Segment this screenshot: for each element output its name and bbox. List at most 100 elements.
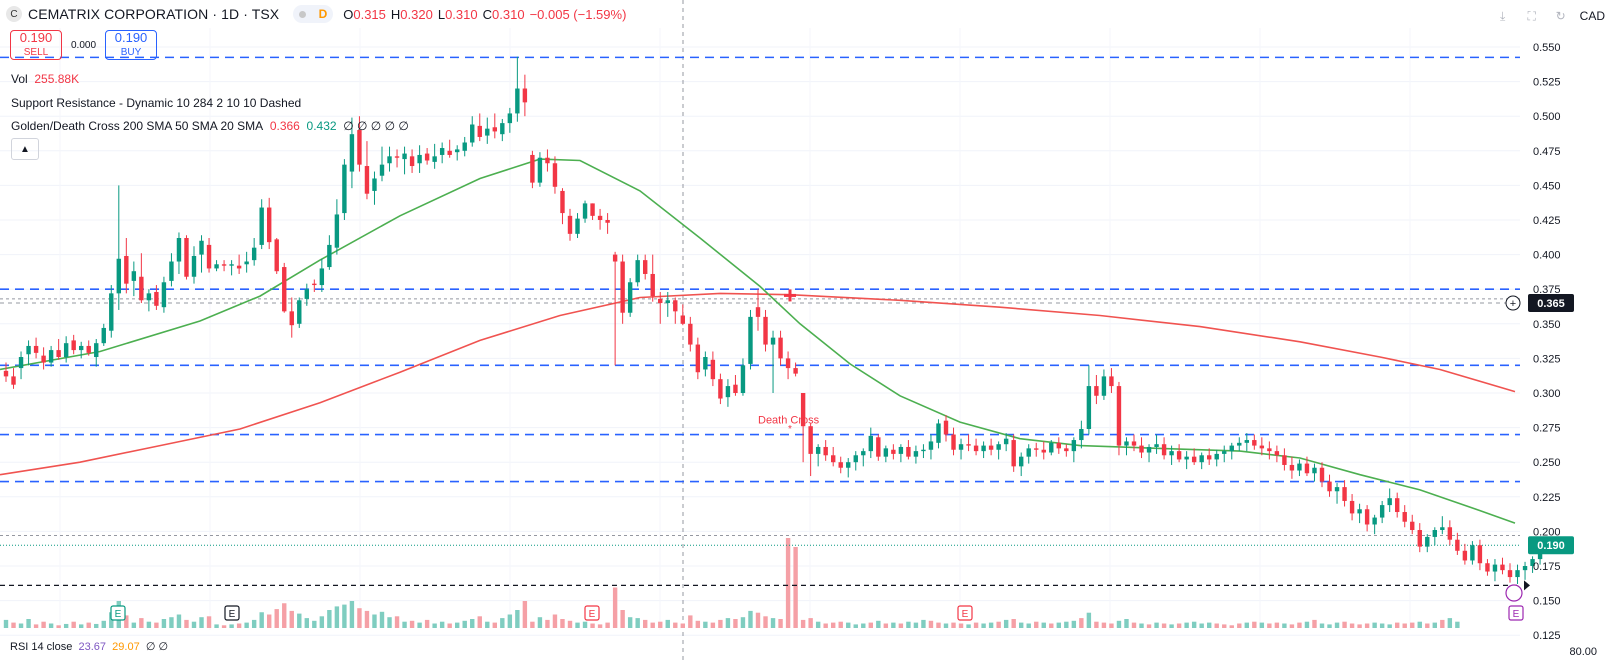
collapse-legend-button[interactable]: ▲ [11,138,39,160]
earnings-icon: E [110,605,126,621]
candle-body [590,203,595,216]
volume-bar [1034,621,1039,628]
candle-body [996,444,1001,450]
volume-bar [793,547,798,628]
candle-body [1530,559,1535,566]
buy-button[interactable]: 0.190 BUY [105,30,158,60]
volume-bar [11,622,16,628]
volume-bar [1395,622,1400,628]
candle-body [357,130,362,165]
candle-body [868,435,873,452]
candle-body [1086,386,1092,429]
volume-bar [755,612,761,628]
candle-body [312,283,317,286]
volume-bar [966,624,971,628]
volume-bar [612,587,618,628]
volume-bar [1349,623,1355,628]
candle-body [876,437,881,457]
legend-golden-death-cross[interactable]: Golden/Death Cross 200 SMA 50 SMA 20 SMA… [11,119,409,133]
volume-bar [1056,622,1061,628]
sr-label: Support Resistance - Dynamic 10 284 2 10… [11,96,302,110]
volume-bar [199,617,204,628]
price-axis-label: 0.200 [1533,526,1561,538]
candle-body [1064,448,1069,452]
candle-body [1357,509,1362,514]
candle-body [831,455,836,463]
volume-bar [522,601,528,628]
volume-bar [567,620,573,628]
symbol-title[interactable]: CEMATRIX CORPORATION · 1D · TSX [28,6,280,22]
candle-body [1319,467,1325,482]
sma50-line [0,158,1516,524]
candle-body [1034,448,1039,450]
price-axis-label: 0.150 [1533,596,1561,608]
volume-bar [41,621,46,628]
candle-body [1364,509,1370,525]
volume-bar [26,619,31,628]
volume-bar [1222,624,1227,628]
vol-label: Vol [11,72,28,86]
volume-bar [868,622,873,628]
candle-body [94,343,99,358]
death-cross-star: * [788,424,792,435]
volume-bar [251,619,257,628]
legend-volume[interactable]: Vol 255.88K [11,72,79,86]
volume-bar [597,624,603,628]
volume-bar [1387,624,1392,628]
volume-bar [1079,618,1084,628]
candle-body [627,282,633,313]
candle-body [229,264,234,266]
volume-bar [289,610,294,628]
candle-body [582,203,588,219]
candle-body [48,350,54,363]
volume-bar [921,619,926,628]
volume-bar [1116,620,1122,628]
candle-body [297,300,302,324]
rsi-legend[interactable]: RSI 14 close 23.67 29.07 ∅ ∅ [10,640,168,653]
refresh-icon[interactable]: ↻ [1555,9,1566,23]
volume-bar [94,623,99,628]
volume-bar [1312,619,1317,628]
volume-bar [1379,623,1385,628]
svg-text:E: E [1513,609,1520,620]
candle-body [1124,441,1129,446]
candle-body [191,255,197,277]
legend-support-resistance[interactable]: Support Resistance - Dynamic 10 284 2 10… [11,96,301,110]
volume-bar [883,623,889,628]
volume-bar [312,620,317,628]
volume-bar [673,622,678,628]
candle-body [319,268,325,286]
price-axis-label: 0.400 [1533,250,1561,262]
top-right-controls: ⤓ ⛶ ↻ CAD [1493,6,1605,26]
candle-body [116,258,121,294]
volume-bar [823,623,828,628]
volume-bar [785,538,791,628]
volume-bar [808,618,813,628]
volume-bar [891,622,896,628]
candle-body [251,247,257,261]
candle-body [364,166,370,194]
gdc-value-2: 0.432 [306,119,337,133]
candle-body [432,156,437,162]
candle-body [710,359,716,380]
candle-body [79,345,84,351]
candle-body [470,124,475,143]
volume-bar [1109,623,1114,628]
sma200-line [0,292,1516,476]
volume-bar [432,623,437,628]
sell-button[interactable]: 0.190 SELL [10,30,62,60]
volume-bar [409,620,415,628]
fullscreen-icon[interactable]: ⛶ [1527,8,1536,23]
volume-bar [86,622,91,628]
price-axis-label: 0.175 [1533,561,1561,573]
volume-bar [364,610,370,628]
volume-bar [342,604,347,628]
currency-label[interactable]: CAD [1579,9,1605,23]
candle-body [891,449,896,454]
market-status-pill[interactable]: D [293,5,334,23]
volume-bar [1161,623,1167,628]
download-icon[interactable]: ⤓ [1500,8,1506,23]
volume-bar [1124,619,1129,628]
volume-bar [1357,624,1362,628]
